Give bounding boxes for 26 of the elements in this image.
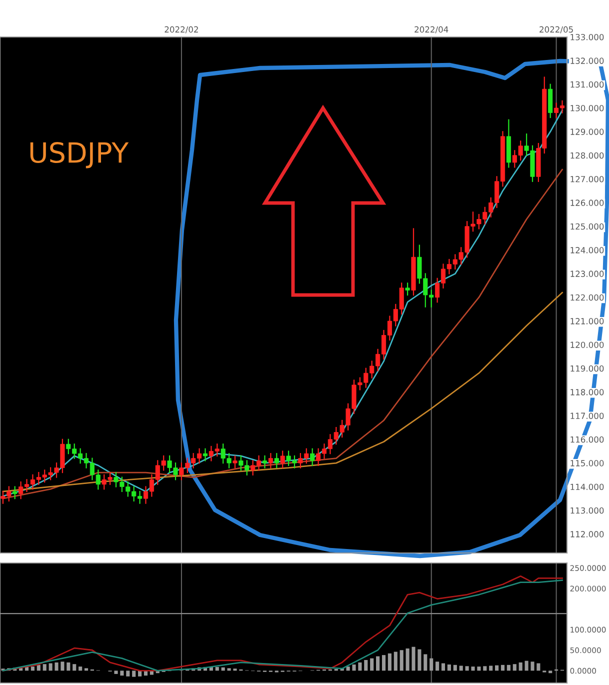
y-tick-label: 125.000 xyxy=(570,223,604,230)
y-tick-label: 117.000 xyxy=(570,412,604,419)
x-tick-label: 2022/04 xyxy=(414,26,448,34)
y-tick-label: 131.000 xyxy=(570,81,604,88)
y-tick-label: 119.000 xyxy=(570,365,604,372)
y-tick-label: 113.000 xyxy=(570,507,604,514)
y-tick-label: 129.000 xyxy=(570,128,604,135)
y-tick-label: 118.000 xyxy=(570,389,604,396)
y-tick-label: 128.000 xyxy=(570,152,604,159)
y-tick-label: 130.000 xyxy=(570,104,604,112)
y-tick-label: 127.000 xyxy=(570,176,604,182)
y-tick-label: 116.000 xyxy=(570,436,604,443)
x-tick-label: 2022/02 xyxy=(164,26,198,34)
y-tick-label: 123.000 xyxy=(570,270,604,277)
y-tick-label: 114.000 xyxy=(570,484,604,490)
y-tick-label: 112.000 xyxy=(570,531,604,538)
annotation: USDJPY xyxy=(30,142,129,168)
y-tick-label: 124.000 xyxy=(570,247,604,254)
y-tick-label: 133.000 xyxy=(570,34,604,40)
y-tick-label: 126.000 xyxy=(570,200,604,206)
y-tick-label: 122.000 xyxy=(570,294,604,301)
y-tick-label: 121.000 xyxy=(570,318,604,324)
x-tick-label: 2022/05 xyxy=(540,26,573,34)
y-tick-label: 132.000 xyxy=(570,58,604,64)
y-tick-label: 120.000 xyxy=(570,342,604,348)
y-tick-label: 115.000 xyxy=(570,460,604,466)
